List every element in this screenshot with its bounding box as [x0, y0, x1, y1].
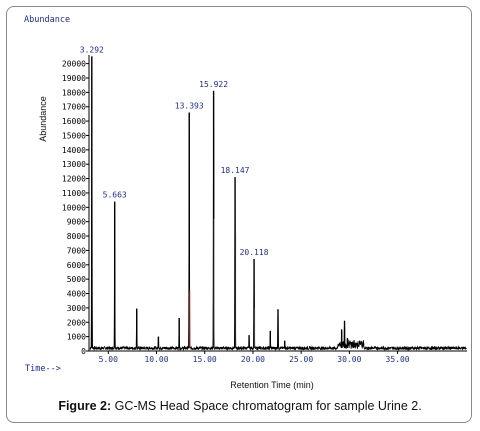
x-tick-label: 5.00	[99, 355, 118, 364]
x-tick-label: 10.00	[144, 355, 168, 364]
x-tick-label: 30.00	[337, 355, 361, 364]
figure-label: Figure 2:	[58, 399, 112, 413]
figure-caption-text: GC-MS Head Space chromatogram for sample…	[114, 399, 422, 413]
y-tick-label: 17000	[62, 103, 86, 112]
y-tick-label: 16000	[62, 117, 86, 126]
y-tick-label: 5000	[67, 275, 86, 284]
x-tick-label: 15.00	[193, 355, 217, 364]
peak-label: 3.292	[80, 45, 104, 54]
chromatogram-line	[89, 56, 467, 352]
y-tick-label: 3000	[67, 304, 86, 313]
y-axis-title: Abundance	[38, 96, 48, 142]
peak-labels: 3.292 5.663 13.393 15.922 18.147 20.118	[80, 45, 269, 257]
peak-label: 13.393	[175, 101, 204, 110]
figure-caption: Figure 2: GC-MS Head Space chromatogram …	[0, 399, 480, 413]
y-tick-label: 7000	[67, 246, 86, 255]
y-tick-label: 8000	[67, 232, 86, 241]
corner-abundance-label: Abundance	[24, 15, 70, 25]
peak-label: 20.118	[240, 248, 269, 257]
y-tick-label: 9000	[67, 218, 86, 227]
x-tick-label: 25.00	[289, 355, 313, 364]
y-tick-label: 12000	[62, 175, 86, 184]
peak-label: 5.663	[103, 191, 127, 200]
y-tick-label: 13000	[62, 160, 86, 169]
y-tick-label: 6000	[67, 261, 86, 270]
y-tick-label: 14000	[62, 146, 86, 155]
y-tick-label: 1000	[67, 333, 86, 342]
peak-label: 18.147	[221, 166, 250, 175]
peak-label: 15.922	[199, 80, 228, 89]
y-tick-label: 4000	[67, 290, 86, 299]
y-tick-label: 19000	[62, 74, 86, 83]
y-tick-label: 10000	[62, 203, 86, 212]
y-tick-label: 18000	[62, 88, 86, 97]
y-tick-label: 2000	[67, 318, 86, 327]
y-tick-label: 11000	[62, 189, 86, 198]
chromatogram-trace	[89, 56, 467, 352]
x-axis-title: Retention Time (min)	[230, 380, 314, 390]
y-tick-label: 15000	[62, 131, 86, 140]
x-axis-ticks: 5.00 10.00 15.00 20.00 25.00 30.00 35.00	[99, 351, 410, 364]
x-tick-label: 35.00	[386, 355, 410, 364]
y-tick-label: 20000	[62, 60, 86, 69]
time-axis-label: Time-->	[25, 364, 61, 374]
y-axis-ticks: 0 1000 2000 3000 4000 5000 6000 7000 8000 9000 100…	[62, 60, 89, 356]
x-tick-label: 20.00	[241, 355, 265, 364]
figure-frame	[6, 6, 472, 423]
y-tick-label: 0	[81, 347, 86, 356]
